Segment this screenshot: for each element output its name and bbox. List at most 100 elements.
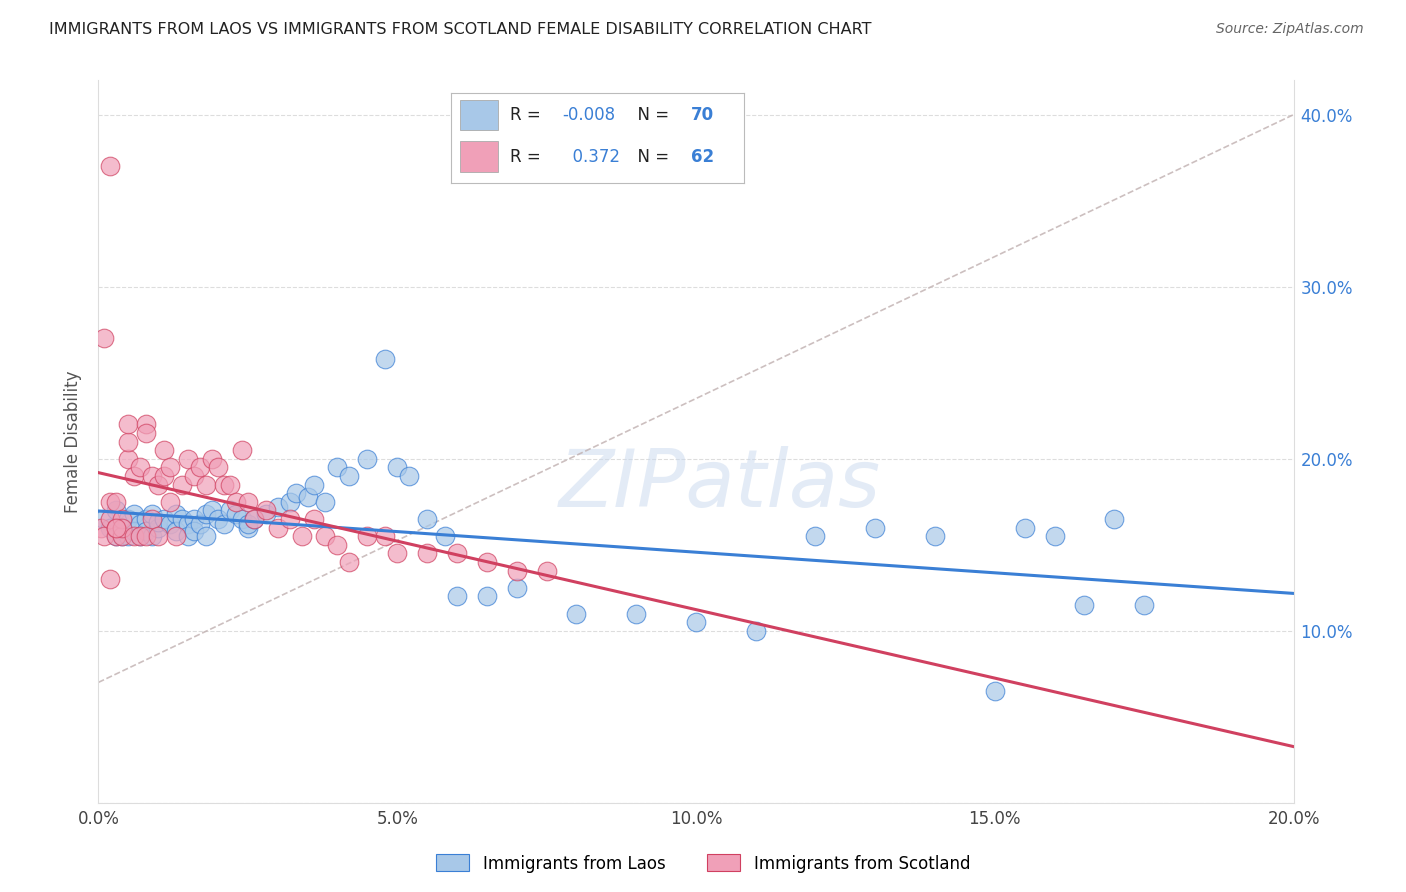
Point xyxy=(141,469,163,483)
Point xyxy=(243,512,266,526)
Point xyxy=(225,507,247,521)
Point xyxy=(135,425,157,440)
Point xyxy=(565,607,588,621)
Point xyxy=(231,512,253,526)
Point xyxy=(804,529,827,543)
Point xyxy=(225,494,247,508)
Point xyxy=(135,512,157,526)
Point xyxy=(153,512,176,526)
Text: Source: ZipAtlas.com: Source: ZipAtlas.com xyxy=(1216,22,1364,37)
Point xyxy=(117,417,139,432)
Point xyxy=(177,451,200,466)
Point xyxy=(98,159,122,173)
Point xyxy=(219,477,242,491)
Point xyxy=(254,503,277,517)
Point xyxy=(117,512,139,526)
Point xyxy=(212,477,235,491)
Point xyxy=(188,460,211,475)
Point xyxy=(124,469,146,483)
Point xyxy=(1073,598,1095,612)
Point xyxy=(302,477,325,491)
Point xyxy=(284,486,307,500)
Point xyxy=(302,512,325,526)
Point xyxy=(236,520,259,534)
Point xyxy=(98,494,122,508)
Point xyxy=(326,460,349,475)
Point xyxy=(183,512,205,526)
Point xyxy=(267,520,290,534)
Point xyxy=(177,517,200,532)
Point xyxy=(148,520,170,534)
Point xyxy=(159,460,181,475)
Point xyxy=(195,529,218,543)
Text: ZIPatlas: ZIPatlas xyxy=(558,446,882,524)
Point xyxy=(207,460,229,475)
Point xyxy=(159,517,181,532)
Point xyxy=(339,555,361,569)
Point xyxy=(506,581,529,595)
Point xyxy=(374,529,396,543)
Point xyxy=(434,529,457,543)
Text: IMMIGRANTS FROM LAOS VS IMMIGRANTS FROM SCOTLAND FEMALE DISABILITY CORRELATION C: IMMIGRANTS FROM LAOS VS IMMIGRANTS FROM … xyxy=(49,22,872,37)
Point xyxy=(165,529,187,543)
Point xyxy=(172,477,194,491)
Point xyxy=(243,512,266,526)
Point xyxy=(117,451,139,466)
Point xyxy=(105,529,128,543)
Point xyxy=(385,546,409,560)
Point xyxy=(98,512,122,526)
Point xyxy=(153,469,176,483)
Point xyxy=(135,529,157,543)
Point xyxy=(924,529,946,543)
Point xyxy=(93,529,115,543)
Point xyxy=(129,517,152,532)
Point xyxy=(231,443,253,458)
Point xyxy=(105,529,128,543)
Point xyxy=(124,507,146,521)
Point xyxy=(536,564,558,578)
Point xyxy=(446,546,468,560)
Point xyxy=(267,500,290,514)
Point xyxy=(201,503,224,517)
Point xyxy=(1014,520,1036,534)
Point xyxy=(374,351,396,366)
Point xyxy=(148,516,170,530)
Point xyxy=(236,517,259,532)
Point xyxy=(159,494,181,508)
Point xyxy=(129,460,152,475)
Point xyxy=(745,624,768,638)
Point xyxy=(315,494,337,508)
Point xyxy=(398,469,420,483)
Point xyxy=(212,517,235,532)
Point xyxy=(105,494,128,508)
Point xyxy=(685,615,707,630)
Legend: Immigrants from Laos, Immigrants from Scotland: Immigrants from Laos, Immigrants from Sc… xyxy=(429,847,977,880)
Point xyxy=(148,477,170,491)
Point xyxy=(201,451,224,466)
Point xyxy=(153,443,176,458)
Point xyxy=(1043,529,1066,543)
Point xyxy=(93,331,115,345)
Point xyxy=(129,529,152,543)
Point xyxy=(339,469,361,483)
Point xyxy=(111,520,134,534)
Point xyxy=(475,555,498,569)
Point xyxy=(98,572,122,586)
Point xyxy=(98,520,122,534)
Point xyxy=(385,460,409,475)
Point xyxy=(254,507,277,521)
Point xyxy=(297,490,319,504)
Point xyxy=(236,494,259,508)
Point xyxy=(416,546,439,560)
Point xyxy=(105,520,128,534)
Point xyxy=(188,517,211,532)
Point xyxy=(111,529,134,543)
Point xyxy=(195,507,218,521)
Point xyxy=(183,469,205,483)
Point xyxy=(105,503,128,517)
Point xyxy=(278,494,301,508)
Point xyxy=(177,529,200,543)
Point xyxy=(416,512,439,526)
Point xyxy=(356,451,378,466)
Y-axis label: Female Disability: Female Disability xyxy=(65,370,83,513)
